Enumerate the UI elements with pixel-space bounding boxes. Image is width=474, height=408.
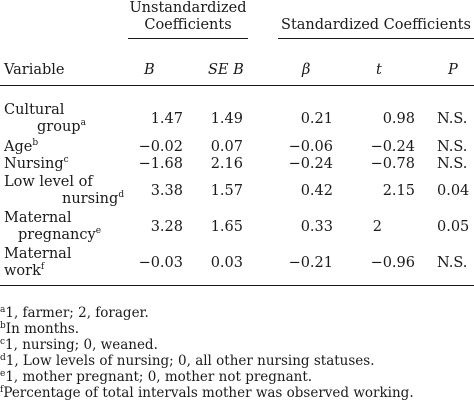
row-label: Cultural [4, 102, 65, 118]
footnote: bIn months. [0, 321, 80, 337]
footnote: d1, Low levels of nursing; 0, all other … [0, 353, 375, 369]
cell-beta: 0.33 [300, 219, 333, 235]
column-header-se-b: SE B [208, 62, 244, 78]
cell-t: −0.96 [370, 255, 415, 271]
row-label-cont: groupa [37, 118, 86, 135]
row-label: Maternal [4, 246, 72, 262]
cell-p: 0.05 [437, 219, 470, 235]
cell-se-b: 0.07 [210, 139, 243, 155]
header-rule [0, 85, 474, 86]
cell-t: −0.78 [370, 156, 415, 172]
footnote: a1, farmer; 2, forager. [0, 305, 149, 321]
group-rule-standardized [278, 38, 474, 39]
cell-b: 3.28 [150, 219, 183, 235]
row-label: Low level of [4, 174, 93, 190]
cell-se-b: 2.16 [210, 156, 243, 172]
column-header-p: P [448, 62, 458, 78]
cell-b: 3.38 [150, 183, 183, 199]
cell-beta: −0.24 [288, 156, 333, 172]
cell-b: −1.68 [138, 156, 183, 172]
cell-se-b: 1.65 [210, 219, 243, 235]
cell-b: 1.47 [150, 111, 183, 127]
row-label-cont: nursingd [62, 190, 125, 207]
group-rule-unstandardized [128, 38, 248, 39]
cell-p: 0.04 [437, 183, 470, 199]
column-header-variable: Variable [4, 62, 65, 78]
cell-t: 2 [372, 219, 382, 235]
column-header-beta: β [302, 62, 311, 78]
column-header-t: t [376, 62, 382, 78]
column-header-b: B [144, 62, 155, 78]
cell-p: N.S. [437, 111, 468, 127]
cell-se-b: 1.49 [210, 111, 243, 127]
cell-p: N.S. [437, 255, 468, 271]
cell-beta: −0.06 [288, 139, 333, 155]
row-label-cont: pregnancye [18, 226, 102, 243]
row-label: Maternal [4, 210, 72, 226]
row-label-cont: workf [4, 262, 45, 279]
cell-b: −0.03 [138, 255, 183, 271]
group-header-coefficients: Coefficients [144, 17, 232, 33]
row-label: Nursingc [4, 155, 69, 172]
cell-t: 0.98 [382, 111, 415, 127]
group-header-unstandardized: Unstandardized [129, 0, 247, 16]
footnote: fPercentage of total intervals mother wa… [0, 385, 414, 401]
cell-p: N.S. [437, 139, 468, 155]
cell-beta: 0.42 [300, 183, 333, 199]
footnote: e1, mother pregnant; 0, mother not pregn… [0, 369, 313, 385]
cell-beta: −0.21 [288, 255, 333, 271]
cell-se-b: 0.03 [210, 255, 243, 271]
cell-t: −0.24 [370, 139, 415, 155]
cell-t: 2.15 [382, 183, 415, 199]
cell-beta: 0.21 [300, 111, 333, 127]
group-header-standardized: Standardized Coefficients [281, 17, 471, 33]
table-bottom-rule [0, 285, 474, 286]
cell-p: N.S. [437, 156, 468, 172]
row-label: Ageb [4, 138, 39, 155]
footnote: c1, nursing; 0, weaned. [0, 337, 158, 353]
cell-b: −0.02 [138, 139, 183, 155]
cell-se-b: 1.57 [210, 183, 243, 199]
